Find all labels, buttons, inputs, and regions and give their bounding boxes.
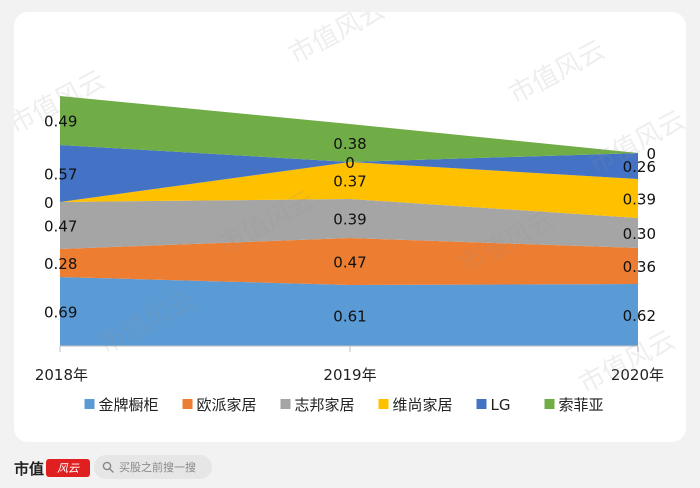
x-tick-label: 2020年 [611,366,664,384]
legend-swatch [378,399,389,409]
area-series-4 [60,145,638,202]
legend: 金牌橱柜 欧派家居 志邦家居 维尚家居 LG 索菲亚 [84,396,604,414]
area-series-1 [60,238,638,285]
x-tick-label: 2019年 [323,366,376,384]
data-label: 0 [44,194,54,212]
legend-swatch [476,399,487,409]
area-series-3 [60,162,638,218]
legend-swatch [182,399,193,409]
stacked-area-chart: 2018年 2019年 2020年 0.69 0.61 0.62 0.28 0.47 0.36 0… [35,96,664,414]
search-icon [102,461,114,473]
data-label: 0.39 [333,211,366,229]
legend-swatch [280,399,291,409]
data-label: 0.69 [44,304,77,322]
legend-swatch [84,399,95,409]
data-label: 0.39 [623,191,656,209]
data-label: 0.57 [44,166,77,184]
data-label: 0.38 [333,135,366,153]
legend-label: 索菲亚 [559,396,604,414]
area-series-2 [60,199,638,249]
search-placeholder: 买股之前搜一搜 [119,461,196,474]
area-series-5 [60,96,638,162]
search-input[interactable]: 买股之前搜一搜 [94,455,212,479]
data-label: 0.28 [44,255,77,273]
data-label: 0.36 [623,258,656,276]
data-label: 0.30 [623,225,656,243]
brand-name: 市值 [14,459,45,478]
legend-label: 欧派家居 [197,396,257,414]
legend-label: LG [491,396,511,414]
legend-label: 志邦家居 [295,396,355,414]
data-label: 0 [345,154,355,172]
data-label: 0.47 [44,218,77,236]
data-label: 0.37 [333,173,366,191]
legend-swatch [544,399,555,409]
data-label: 0.26 [623,158,656,176]
footer-bar: 市值 风云 买股之前搜一搜 [0,450,700,488]
data-label: 0.62 [623,307,656,325]
area-series-0 [60,277,638,346]
chart-card: 2018年 2019年 2020年 0.69 0.61 0.62 0.28 0.47 0.36 0… [14,12,686,442]
data-label: 0.49 [44,113,77,131]
data-label: 0 [646,145,656,163]
legend-label: 维尚家居 [393,396,453,414]
brand-logo: 风云 [46,459,91,477]
legend-label: 金牌橱柜 [99,396,159,414]
x-tick-label: 2018年 [35,366,88,384]
data-label: 0.47 [333,254,366,272]
data-label: 0.61 [333,308,366,326]
brand[interactable]: 市值 风云 [14,454,91,482]
